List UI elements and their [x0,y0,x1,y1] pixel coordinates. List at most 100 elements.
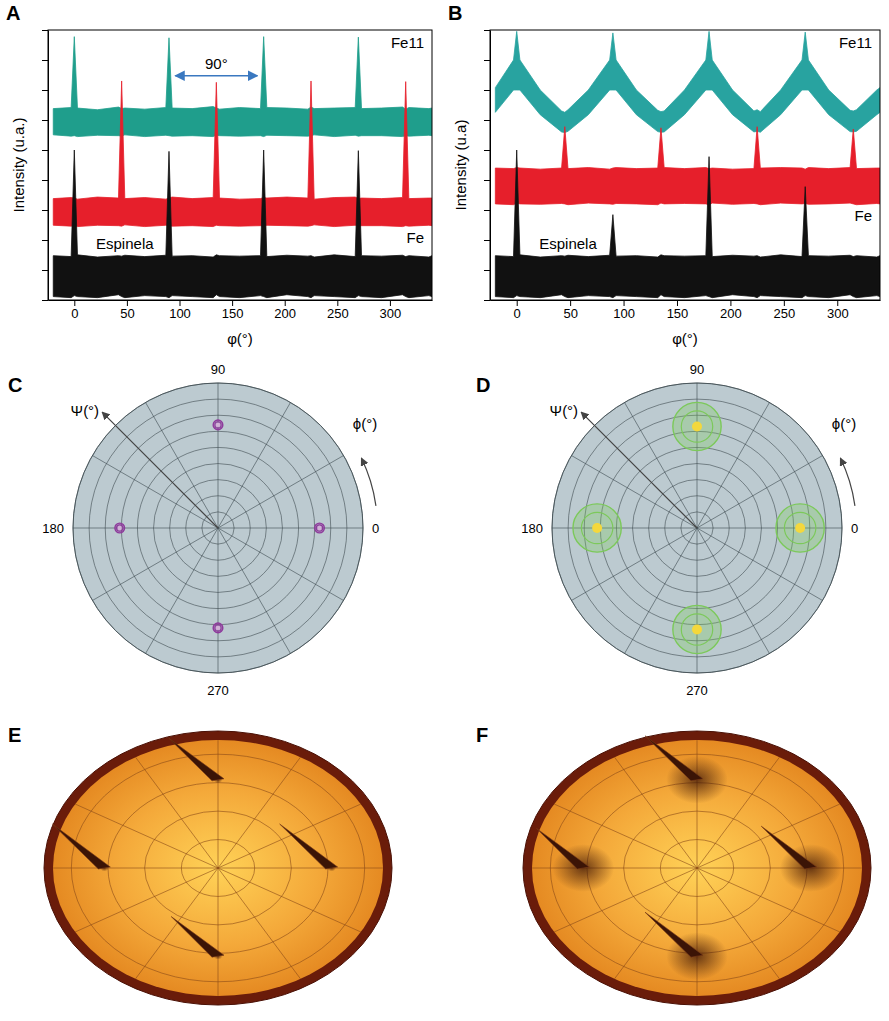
pole-spot [115,523,125,533]
pole-spike [537,828,590,869]
axis-line [490,31,491,301]
tick: 150 [222,300,244,321]
pole-spot-core [692,422,702,432]
pole-spot-core [118,526,122,530]
pole-spot-core [216,423,220,427]
x-axis-title: ϕ(°) [353,415,377,432]
tick-mark [484,150,490,151]
tick-mark [484,60,490,61]
grid-spoke [92,456,218,529]
tick-label: 180 [42,521,64,536]
surface-rim [523,731,871,1005]
tick-mark [730,300,731,306]
grid-spoke [218,868,219,996]
grid-spoke [218,528,344,601]
tick-label: 0 [71,306,78,321]
pole-spike [171,917,224,958]
grid-spoke [218,383,219,528]
figure: 050100150200250300φ(°)Intensity (u.a.)Fe… [0,0,889,1021]
tick [42,180,48,181]
tick [42,270,48,271]
tick-label: 300 [827,306,849,321]
tick [42,240,48,241]
pole-spot [315,523,325,533]
tick [42,300,48,301]
series-trace [495,127,880,205]
pole-spike [52,824,110,869]
tick-mark [42,210,48,211]
tick-mark [42,150,48,151]
tick-mark [517,300,518,306]
series-trace [495,31,880,132]
pole-spot-contour [316,525,322,531]
tick [42,90,48,91]
tick-label: 0 [514,306,521,321]
tick-mark [484,270,490,271]
tick-mark [390,300,391,306]
tick: 50 [563,300,577,321]
pole-spot-contour [215,625,221,631]
tick: 100 [169,300,191,321]
pole-spot [673,402,721,450]
tick: 200 [720,300,742,321]
pole-spot-contour [681,411,712,442]
tick-mark [484,30,490,31]
annotation-arrow [175,75,257,77]
tick-mark [127,300,128,306]
panel-letter: E [8,724,21,746]
spike-group [537,736,842,980]
tick-mark [42,30,48,31]
tick-mark [232,300,233,306]
tick: 0 [514,300,521,321]
tick: 150 [667,300,689,321]
plot-frame [490,30,880,300]
tick: 250 [327,300,349,321]
pole-spot-core [692,625,702,635]
panel-letter: A [6,2,20,24]
tick-mark [285,300,286,306]
tick [42,30,48,31]
pole-spot-contour [215,422,221,428]
x-axis: 050100150200250300 [49,300,433,321]
psi-arrow [581,412,697,528]
pole-spot-core [317,526,321,530]
axis-line [49,300,433,301]
grid-spoke [75,868,218,932]
tick [42,60,48,61]
tick-label: 0 [851,521,858,536]
x-axis-title: ϕ(°) [832,415,856,432]
tick [484,120,490,121]
tick [484,30,490,31]
series-trace [53,81,432,227]
series-label: Fe [854,207,872,224]
axis-line [48,31,49,301]
series-label: Espinela [96,235,154,252]
axis-line [491,300,881,301]
tick [484,210,490,211]
pole-spot-contour [784,512,815,543]
tick-label: 270 [686,683,708,698]
tick-label: 250 [773,306,795,321]
tick-label: 50 [563,306,577,321]
tick [484,90,490,91]
tick-label: 150 [667,306,689,321]
grid-ring [568,399,826,657]
series-label: Fe11 [391,34,424,51]
tick [484,150,490,151]
tick-mark [42,120,48,121]
y-axis-title: Intensity (u.a.) [10,117,27,212]
grid-spoke [218,757,301,868]
series-group [53,37,432,298]
grid-spoke [146,528,219,654]
annotation-label: 90° [205,55,228,72]
tick-mark [42,60,48,61]
tick-mark [42,240,48,241]
grid-ring [73,383,363,673]
pole-spot [673,605,721,653]
tick-mark [677,300,678,306]
tick-label: 90 [211,362,225,377]
tick: 50 [120,300,134,321]
plot-area [73,383,363,673]
panel-letter: F [476,724,488,746]
tick [484,240,490,241]
